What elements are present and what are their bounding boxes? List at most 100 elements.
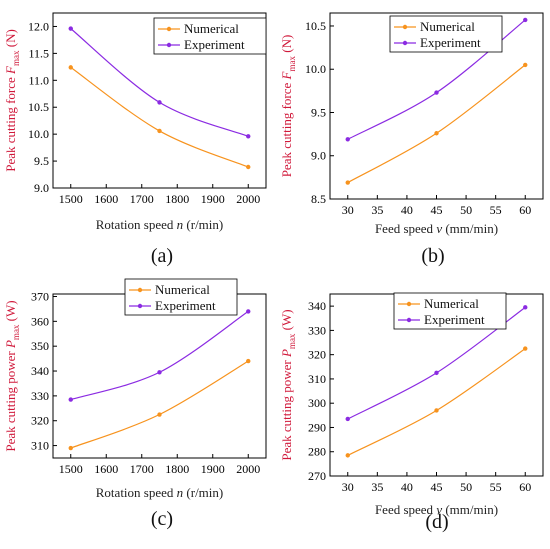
x-tick-label: 55 <box>490 480 502 494</box>
legend-marker <box>406 301 412 307</box>
x-tick-label: 1600 <box>94 192 118 206</box>
x-tick-label: 1500 <box>59 462 83 476</box>
x-axis-label: Feed speed v (mm/min) <box>375 221 498 236</box>
x-axis-label-unit: (r/min) <box>183 217 223 232</box>
y-axis-label-var: F <box>3 65 18 75</box>
data-point-experiment <box>434 90 439 95</box>
x-axis-label-var: n <box>177 217 184 232</box>
y-tick-label: 12.0 <box>28 19 49 33</box>
x-tick-label: 30 <box>342 203 354 217</box>
data-point-numerical <box>246 164 251 170</box>
legend-box <box>124 278 238 316</box>
x-tick-label: 2000 <box>236 192 260 206</box>
legend-box <box>389 15 503 53</box>
panel-label: (c) <box>151 508 173 530</box>
plot-frame <box>52 12 267 189</box>
x-axis-label-unit: (r/min) <box>183 485 223 500</box>
data-point-numerical <box>434 131 439 136</box>
legend-label: Experiment <box>155 298 216 313</box>
data-point-experiment <box>246 309 251 314</box>
x-tick-label: 50 <box>460 480 472 494</box>
y-axis-label-sub: max <box>287 56 297 72</box>
legend-marker <box>166 42 172 48</box>
x-tick-label: 1700 <box>130 192 154 206</box>
x-tick-label: 45 <box>431 480 443 494</box>
series-line-numerical <box>347 348 526 456</box>
y-axis-label-sub: max <box>287 333 297 349</box>
panel-2: 30 35 40 45 50 55 60 8.5 9.0 9.5 10.0 10.5 Feed spee… <box>279 12 544 267</box>
data-point-experiment <box>345 137 350 142</box>
series-line-numerical <box>70 66 249 168</box>
x-tick-label: 55 <box>490 203 502 217</box>
panel-3: 1500 1600 1700 1800 1900 2000 310 320 330 340 350 3… <box>3 278 267 530</box>
data-point-experiment <box>68 397 73 402</box>
y-axis-label: Peak cutting force Fmax (N) <box>279 35 297 178</box>
y-tick-label: 280 <box>308 445 326 459</box>
x-axis-label: Rotation speed n (r/min) <box>96 485 223 500</box>
y-axis-label-text: Peak cutting power <box>3 348 18 452</box>
y-axis-label-unit: (W) <box>279 309 294 333</box>
y-tick-label: 10.5 <box>305 19 326 33</box>
y-axis-label-var: F <box>279 70 294 80</box>
y-tick-label: 320 <box>31 414 49 428</box>
x-tick-label: 1500 <box>59 192 83 206</box>
data-point-numerical <box>345 180 350 185</box>
y-axis-label-unit: (N) <box>279 35 294 56</box>
panel-label: (b) <box>421 245 444 267</box>
y-axis-label-unit: (W) <box>3 300 18 324</box>
legend-marker <box>137 303 143 309</box>
data-point-experiment <box>246 134 251 139</box>
y-tick-label: 340 <box>31 364 49 378</box>
data-point-numerical <box>157 412 162 417</box>
y-tick-label: 330 <box>31 389 49 403</box>
y-axis-label: Peak cutting force Fmax (N) <box>3 29 21 172</box>
y-tick-label: 10.0 <box>305 62 326 76</box>
data-point-experiment <box>434 370 439 376</box>
y-tick-label: 330 <box>308 323 326 337</box>
y-axis-label-sub: max <box>11 50 21 66</box>
x-axis-label: Feed speed v (mm/min) <box>375 502 498 517</box>
legend-box <box>153 17 267 55</box>
data-point-experiment <box>157 100 162 105</box>
data-point-numerical <box>68 445 73 451</box>
panel-1: 1500 1600 1700 1800 1900 2000 9.0 9.5 10.0 10.5 11… <box>3 12 267 267</box>
legend-marker <box>402 40 408 46</box>
y-axis-label-unit: (N) <box>3 29 18 50</box>
x-tick-label: 1900 <box>201 192 225 206</box>
y-tick-label: 310 <box>308 372 326 386</box>
x-axis-label-var: n <box>177 485 184 500</box>
data-point-numerical <box>246 358 251 364</box>
x-tick-label: 60 <box>519 480 531 494</box>
x-axis-label-unit: (mm/min) <box>442 221 498 236</box>
x-tick-label: 1700 <box>130 462 154 476</box>
plot-frame <box>52 293 267 459</box>
data-point-numerical <box>157 128 162 134</box>
data-point-experiment <box>68 26 73 31</box>
series-line-experiment <box>70 310 249 401</box>
x-tick-label: 1800 <box>165 462 189 476</box>
y-tick-label: 350 <box>31 339 49 353</box>
data-point-experiment <box>523 17 528 23</box>
data-point-numerical <box>345 453 350 458</box>
y-tick-label: 8.5 <box>311 192 326 206</box>
y-tick-label: 9.0 <box>311 149 326 163</box>
y-tick-label: 10.0 <box>28 127 49 141</box>
panel-4: 30 35 40 45 50 55 60 270 280 290 300 310 320 330 340 Fe… <box>279 292 544 533</box>
x-axis-label-text: Rotation speed <box>96 217 177 232</box>
x-axis-label-var: v <box>436 502 442 517</box>
x-axis-label-text: Feed speed <box>375 502 436 517</box>
y-tick-label: 370 <box>31 289 49 303</box>
x-axis-label: Rotation speed n (r/min) <box>96 217 223 232</box>
y-tick-label: 320 <box>308 348 326 362</box>
x-tick-label: 1800 <box>165 192 189 206</box>
x-tick-label: 40 <box>401 480 413 494</box>
legend-label: Numerical <box>420 19 475 34</box>
x-tick-label: 45 <box>431 203 443 217</box>
y-axis-label: Peak cutting power Pmax (W) <box>3 300 21 451</box>
y-axis-label: Peak cutting power Pmax (W) <box>279 309 297 460</box>
x-tick-label: 1600 <box>94 462 118 476</box>
